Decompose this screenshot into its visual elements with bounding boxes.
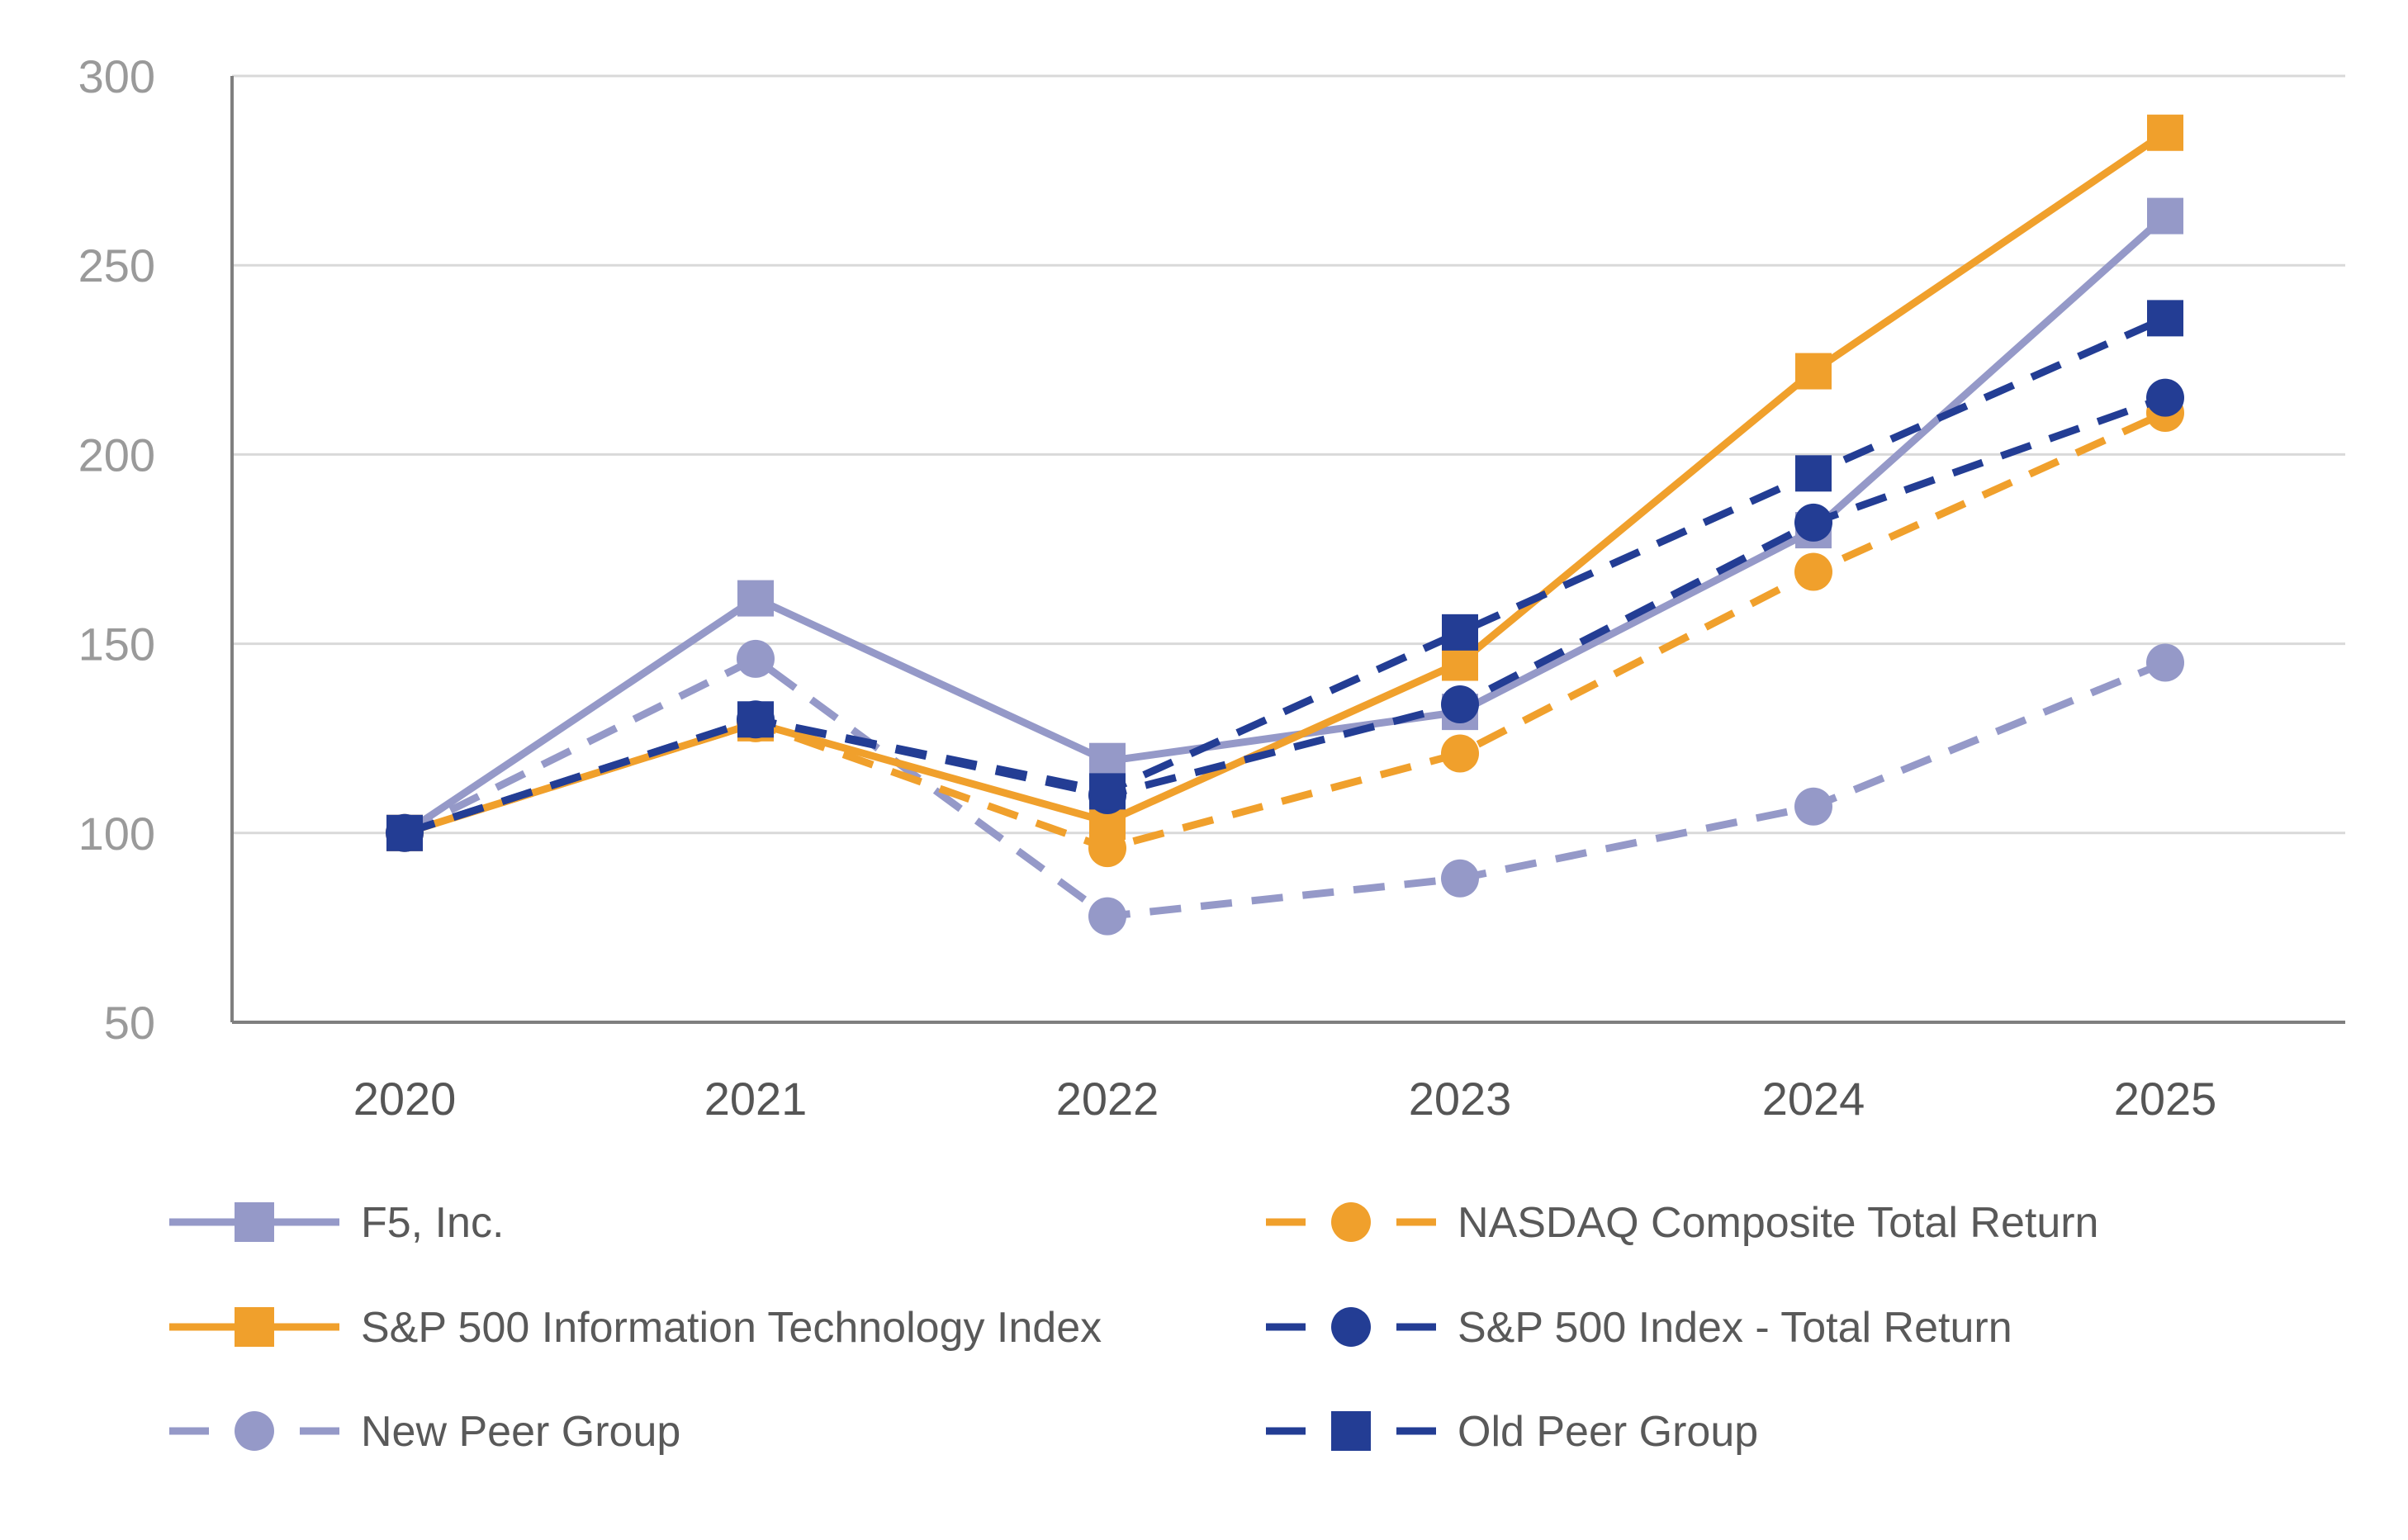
series-2: [386, 114, 2183, 851]
x-tick-label: 2020: [353, 1073, 457, 1125]
legend-label: New Peer Group: [361, 1408, 680, 1456]
data-point: [1089, 742, 1126, 779]
legend-label: Old Peer Group: [1458, 1408, 1758, 1456]
data-point: [1441, 734, 1479, 773]
x-tick-label: 2025: [2114, 1073, 2217, 1125]
x-tick-label: 2023: [1409, 1073, 1512, 1125]
legend-item: New Peer Group: [169, 1408, 680, 1456]
y-tick-label: 50: [104, 997, 155, 1049]
series-line: [403, 315, 2167, 837]
series-line: [402, 655, 2167, 921]
x-axis-ticks: 2020 2021 2022 2023 2024 2025: [353, 1073, 2217, 1125]
series-5: [386, 300, 2183, 851]
series-1: [386, 393, 2184, 868]
legend-marker: [1331, 1411, 1371, 1451]
data-point: [2147, 300, 2183, 337]
legend-item: S&P 500 Index - Total Return: [1266, 1304, 2012, 1352]
data-point: [1442, 614, 1478, 651]
y-tick-label: 250: [78, 239, 155, 291]
data-point: [737, 580, 774, 617]
data-point: [1794, 787, 1832, 826]
data-point: [1088, 897, 1126, 936]
data-point: [1795, 455, 1832, 492]
series-3: [386, 378, 2184, 852]
legend-item: S&P 500 Information Technology Index: [169, 1304, 1102, 1352]
legend-item: NASDAQ Composite Total Return: [1266, 1199, 2098, 1247]
legend-marker: [1331, 1307, 1371, 1347]
legend-label: S&P 500 Index - Total Return: [1458, 1304, 2012, 1352]
gridlines: [232, 74, 2345, 835]
data-point: [737, 701, 774, 738]
data-point: [386, 814, 423, 851]
data-point: [1441, 685, 1479, 723]
legend-label: F5, Inc.: [361, 1199, 504, 1247]
y-tick-label: 200: [78, 429, 155, 481]
data-point: [1794, 552, 1832, 591]
legend-item: Old Peer Group: [1266, 1408, 1758, 1456]
data-point: [2146, 643, 2184, 682]
y-tick-label: 150: [78, 618, 155, 670]
data-point: [1441, 859, 1479, 898]
legend-marker: [235, 1202, 274, 1242]
data-point: [1442, 644, 1478, 681]
y-tick-label: 300: [78, 50, 155, 102]
data-point: [2146, 378, 2184, 417]
legend-marker: [235, 1411, 274, 1451]
legend-label: S&P 500 Information Technology Index: [361, 1304, 1102, 1352]
axes: [230, 76, 2345, 1024]
x-tick-label: 2021: [704, 1073, 808, 1125]
x-tick-label: 2022: [1056, 1073, 1159, 1125]
data-point: [1795, 353, 1832, 390]
series-line: [403, 130, 2168, 837]
legend-marker: [235, 1307, 274, 1347]
data-point: [737, 639, 775, 678]
series-4: [386, 639, 2184, 936]
data-point: [1089, 773, 1126, 810]
series-line: [402, 213, 2168, 836]
x-tick-label: 2024: [1762, 1073, 1865, 1125]
series-line: [403, 409, 2167, 852]
y-axis-ticks: 50 100 150 200 250 300: [78, 50, 155, 1049]
legend-marker: [1331, 1202, 1371, 1242]
series-lines: [386, 114, 2184, 936]
data-point: [2147, 114, 2183, 151]
legend: F5, Inc. NASDAQ Composite Total Return S&P…: [169, 1199, 2098, 1456]
legend-label: NASDAQ Composite Total Return: [1458, 1199, 2098, 1247]
legend-item: F5, Inc.: [169, 1199, 504, 1247]
y-tick-label: 100: [78, 808, 155, 860]
data-point: [2147, 197, 2183, 235]
data-point: [1794, 503, 1832, 542]
